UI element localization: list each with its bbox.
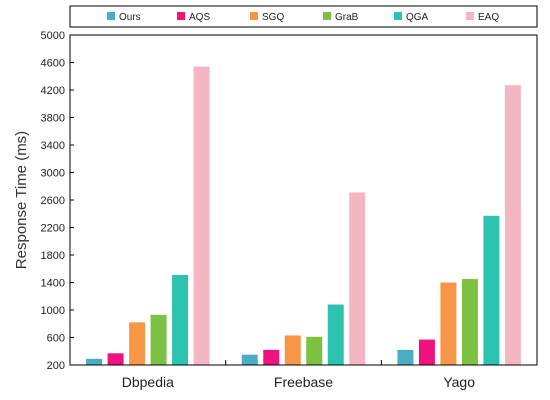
legend-label: Ours (119, 12, 141, 23)
legend: Ours AQS SGQ GraB QGA EAQ (69, 5, 538, 28)
y-tick-label: 1800 (41, 250, 65, 262)
y-tick-label: 3000 (41, 168, 65, 180)
bar-ours-yago (397, 349, 414, 365)
bar-qga-dbpedia (172, 274, 189, 365)
legend-label: SGQ (262, 12, 284, 23)
legend-swatch-grab (323, 12, 331, 20)
x-tick-label: Dbpedia (122, 374, 174, 390)
bar-qga-yago (483, 215, 500, 365)
bar-sgq-freebase (284, 335, 301, 365)
y-tick-label: 200 (47, 360, 65, 372)
bar-aqs-dbpedia (107, 353, 124, 365)
bar-grab-dbpedia (150, 314, 167, 365)
legend-label: AQS (189, 12, 210, 23)
legend-swatch-aqs (177, 12, 185, 20)
y-tick-label: 2200 (41, 223, 65, 235)
bar-ours-freebase (241, 354, 258, 365)
y-tick-label: 5000 (41, 30, 65, 42)
bar-aqs-freebase (263, 349, 280, 365)
y-tick-label: 3800 (41, 113, 65, 125)
legend-swatch-sgq (250, 12, 258, 20)
bars (86, 66, 521, 365)
y-tick-label: 3400 (41, 140, 65, 152)
bar-aqs-yago (418, 339, 435, 365)
bar-sgq-yago (440, 282, 457, 365)
bar-qga-freebase (327, 304, 344, 365)
y-tick-label: 600 (47, 333, 65, 345)
bar-sgq-dbpedia (129, 322, 146, 365)
legend-swatch-ours (107, 12, 115, 20)
y-axis-label: Response Time (ms) (13, 131, 30, 269)
y-axis: 200 600 1000 1400 1800 2200 2600 3000 3400 3800 42… (41, 30, 74, 372)
y-tick-label: 4200 (41, 85, 65, 97)
y-tick-label: 4600 (41, 58, 65, 70)
bar-grab-yago (461, 279, 478, 365)
legend-swatch-eaq (466, 12, 474, 20)
x-tick-label: Freebase (274, 374, 333, 390)
bar-ours-dbpedia (86, 358, 103, 365)
legend-swatch-qga (394, 12, 402, 20)
bar-eaq-freebase (349, 192, 366, 365)
x-axis: Dbpedia Freebase Yago (122, 360, 475, 390)
y-tick-label: 2600 (41, 195, 65, 207)
bar-grab-freebase (306, 336, 323, 365)
legend-label: QGA (406, 12, 429, 23)
legend-label: EAQ (478, 12, 499, 23)
legend-label: GraB (335, 12, 359, 23)
bar-eaq-yago (504, 85, 521, 365)
legend-box (69, 5, 538, 28)
y-tick-label: 1000 (41, 305, 65, 317)
bar-eaq-dbpedia (193, 66, 210, 365)
x-tick-label: Yago (443, 374, 475, 390)
y-tick-label: 1400 (41, 278, 65, 290)
plot-frame (69, 34, 538, 366)
